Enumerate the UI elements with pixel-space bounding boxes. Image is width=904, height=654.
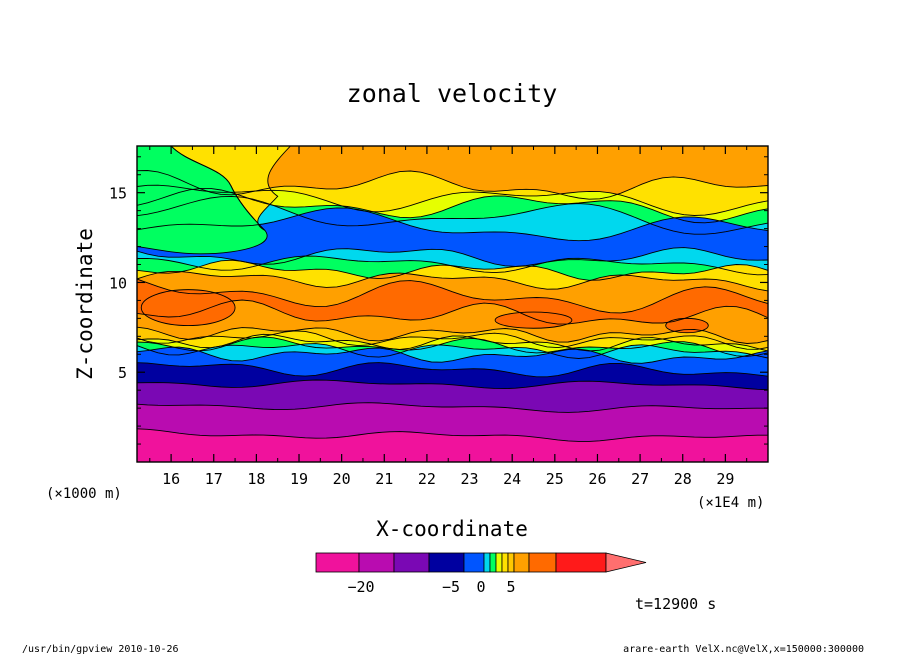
x-tick-label: 21 — [375, 470, 393, 488]
colorbar-swatch — [528, 552, 557, 573]
y-tick-label: 10 — [109, 274, 127, 292]
colorbar-extend-arrow — [605, 552, 647, 573]
x-unit-label: (×1E4 m) — [697, 495, 764, 511]
layer-blue-jet-contour — [137, 207, 768, 242]
colorbar-swatch — [507, 552, 515, 573]
colorbar-swatch — [489, 552, 497, 573]
layer-yellow-upper-contour — [137, 170, 768, 200]
x-tick-label: 19 — [290, 470, 308, 488]
contour-lines — [137, 146, 768, 442]
y-unit-label: (×1000 m) — [46, 486, 122, 502]
layer-magenta-contour — [137, 428, 768, 442]
colorbar-swatch — [555, 552, 607, 573]
x-tick-label: 29 — [716, 470, 734, 488]
colorbar-tick-label: 5 — [506, 578, 515, 596]
x-tick-label: 16 — [162, 470, 180, 488]
colorbar-swatch — [463, 552, 485, 573]
time-annotation: t=12900 s — [635, 595, 716, 613]
x-axis-label: X-coordinate — [376, 517, 528, 541]
colorbar-swatch — [358, 552, 395, 573]
patch-darkorange-1 — [494, 311, 573, 329]
colorbar-swatch — [428, 552, 465, 573]
colorbar-swatch — [483, 552, 491, 573]
colorbar-swatch — [393, 552, 430, 573]
y-axis: 5 10 15 — [109, 156, 768, 445]
x-tick-label: 25 — [546, 470, 564, 488]
layer-green-thin-contour — [137, 336, 768, 357]
footer-right: arare-earth_VelX.nc@VelX,x=150000:300000 — [623, 644, 864, 654]
x-tick-label: 18 — [247, 470, 265, 488]
layer-blue-contour — [137, 346, 768, 364]
x-tick-label: 26 — [588, 470, 606, 488]
y-tick-label: 15 — [109, 185, 127, 203]
colorbar-swatch — [513, 552, 530, 573]
x-tick-label: 24 — [503, 470, 521, 488]
colorbar-tick-label: −5 — [442, 578, 460, 596]
colorbar-labels: −20 −5 0 5 — [347, 578, 515, 596]
region-yellow-upperleft-contour — [170, 146, 292, 231]
layer-cyan-thin-contour — [137, 343, 768, 359]
layer-cyan-upper-contour — [137, 195, 768, 235]
layer-lime-thin-contour — [137, 333, 768, 352]
layer-green-upper-contour — [137, 187, 768, 224]
layer-navy-contour — [137, 362, 768, 378]
layer-purple-contour — [137, 379, 768, 391]
footer-left: /usr/bin/gpview 2010-10-26 — [22, 644, 179, 654]
layer-darkorange-contour — [137, 278, 768, 314]
layer-orange-lower-contour — [137, 299, 768, 325]
region-yellow-upperleft — [171, 146, 291, 231]
x-tick-label: 17 — [205, 470, 223, 488]
colorbar-swatch — [315, 552, 360, 573]
layer-yellow-lower-contour — [137, 259, 768, 281]
plot-area — [137, 146, 768, 462]
contour-fills — [137, 146, 768, 462]
x-tick-label: 22 — [418, 470, 436, 488]
patch-darkorange-2 — [665, 317, 709, 334]
chart-title: zonal velocity — [347, 79, 558, 108]
y-axis-label: Z-coordinate — [73, 228, 97, 380]
patch-darkorange-3 — [140, 289, 236, 326]
x-tick-label: 20 — [333, 470, 351, 488]
layer-orange-mid-contour — [137, 270, 768, 292]
layer-lightyellow-upper-contour — [137, 184, 768, 216]
x-tick-label: 23 — [461, 470, 479, 488]
plot-frame — [136, 145, 769, 463]
layer-violet-contour — [137, 402, 768, 413]
colorbar-tick-label: 0 — [476, 578, 485, 596]
x-tick-label: 27 — [631, 470, 649, 488]
colorbar-swatch — [495, 552, 503, 573]
x-tick-label: 28 — [674, 470, 692, 488]
colorbar-tick-label: −20 — [347, 578, 374, 596]
colorbar — [315, 552, 647, 573]
x-axis: 16 17 18 19 20 21 22 23 24 25 26 27 28 29 — [149, 146, 748, 488]
y-tick-label: 5 — [118, 364, 127, 382]
colorbar-swatch — [501, 552, 509, 573]
layer-gold-contour — [137, 326, 768, 344]
